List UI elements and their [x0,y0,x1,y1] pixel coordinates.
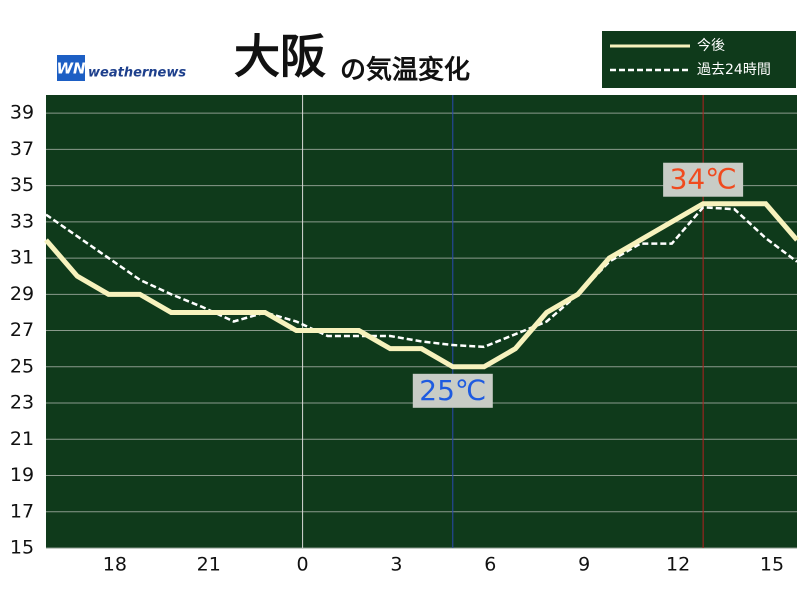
x-tick-label: 18 [103,554,127,576]
y-tick-label: 37 [10,138,34,160]
y-tick-label: 23 [10,392,34,414]
y-tick-label: 33 [10,210,34,232]
annotation-label: 34℃ [670,163,737,196]
x-tick-label: 21 [197,554,221,576]
annotation-box [412,373,493,408]
y-tick-label: 25 [10,355,34,377]
y-tick-label: 39 [10,102,34,124]
x-tick-label: 15 [760,554,784,576]
logo-mark: WN [56,60,86,78]
series-line [45,206,798,349]
x-tick-label: 9 [578,554,590,576]
annotation-box [663,162,744,197]
y-tick-label: 27 [10,319,34,341]
y-tick-label: 19 [10,464,34,486]
y-tick-label: 17 [10,500,34,522]
legend-label: 過去24時間 [697,62,771,78]
legend [602,31,796,88]
x-tick-label: 3 [390,554,402,576]
y-tick-label: 31 [10,247,34,269]
y-tick-label: 21 [10,428,34,450]
legend-label: 今後 [697,38,725,54]
annotation-label: 25℃ [419,374,486,407]
y-tick-label: 15 [10,537,34,559]
x-tick-label: 6 [484,554,496,576]
chart-title: 大阪 [234,30,326,84]
x-tick-label: 0 [297,554,309,576]
y-tick-label: 29 [10,283,34,305]
x-tick-label: 12 [666,554,690,576]
logo-box [57,55,85,81]
chart-subtitle: の気温変化 [340,55,470,86]
logo-text: weathernews [88,66,186,81]
y-tick-label: 35 [10,174,34,196]
series-line [44,201,799,370]
